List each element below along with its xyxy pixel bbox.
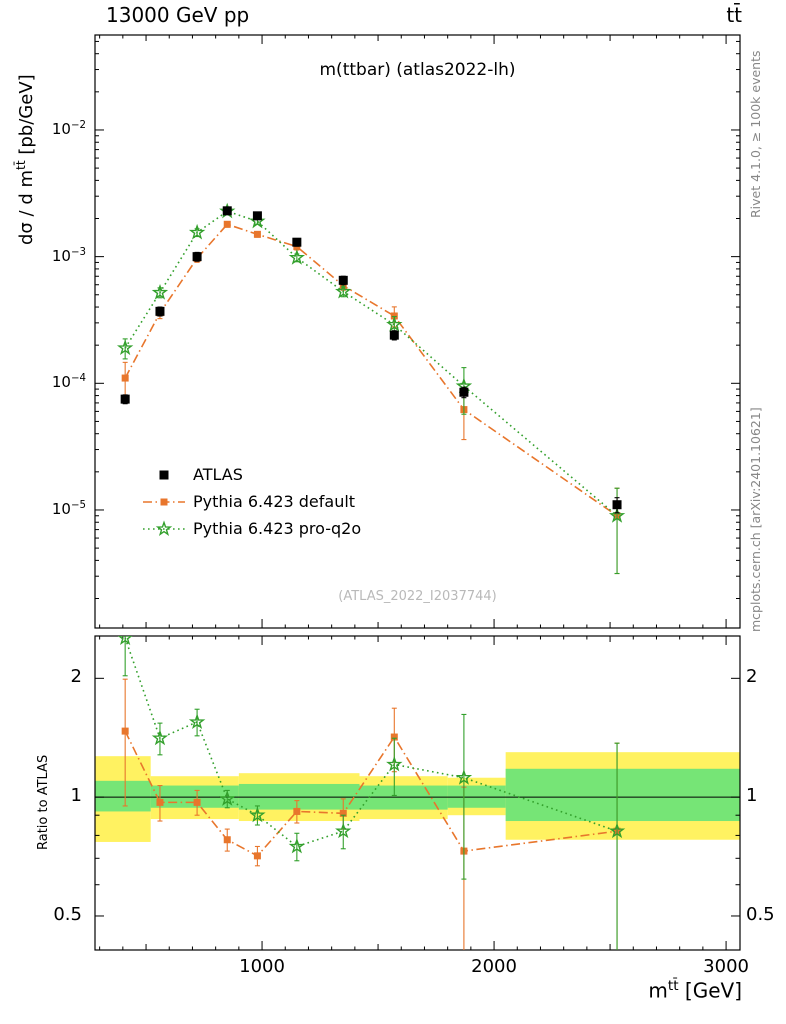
data-point — [288, 249, 306, 265]
data-point — [293, 807, 301, 815]
rivet-version-note: Rivet 4.1.0, ≥ 100k events — [748, 50, 763, 218]
data-point — [612, 500, 622, 510]
data-point — [386, 316, 403, 332]
data-point — [288, 837, 306, 854]
data-point — [386, 755, 403, 772]
data-point — [156, 798, 164, 806]
data-point — [159, 470, 169, 479]
ratio-tick-label-right: 0.5 — [746, 903, 775, 925]
data-point — [389, 330, 399, 340]
ratio-panel-frame — [94, 635, 741, 951]
ratio-tick-label-right: 2 — [746, 666, 758, 688]
x-axis-label-text: m — [648, 978, 668, 1003]
data-point — [339, 809, 347, 817]
data-point — [335, 822, 352, 839]
x-axis-label-sup: tt̄ — [667, 978, 679, 994]
legend: ATLAS Pythia 6.423 default Pythia 6.423 pr… — [141, 461, 361, 542]
legend-item: Pythia 6.423 default — [141, 488, 361, 515]
data-point — [455, 769, 473, 785]
data-point — [155, 306, 165, 316]
data-point — [338, 275, 348, 285]
legend-item: Pythia 6.423 pro-q2o — [141, 515, 361, 542]
legend-label: ATLAS — [193, 465, 243, 484]
y-axis-label-sup: tt̄ — [14, 160, 28, 170]
data-point — [155, 519, 173, 536]
data-point — [193, 798, 201, 806]
x-tick-label: 3000 — [703, 956, 749, 977]
beam-energy-label: 13000 GeV pp — [106, 3, 250, 27]
x-axis-label-unit: [GeV] — [678, 978, 742, 1003]
y-axis-label-unit: [pb/GeV] — [16, 74, 37, 161]
ratio-series — [117, 636, 626, 950]
data-point — [459, 387, 469, 397]
ratio-pythia-6-423-pro-q2o — [117, 636, 626, 950]
ratio-pythia-6-423-default — [121, 678, 621, 950]
data-point — [335, 282, 352, 299]
data-point — [223, 220, 231, 228]
main-panel-frame — [94, 34, 741, 629]
data-point — [219, 790, 236, 806]
data-point — [223, 836, 231, 844]
main-series — [116, 202, 626, 575]
ratio-tick-label-left: 0.5 — [53, 903, 82, 925]
data-point — [151, 729, 169, 746]
ratio-tick-label-left: 2 — [70, 666, 82, 688]
data-point — [121, 727, 129, 735]
y-axis-label: dσ / d mtt̄ [pb/GeV] — [14, 74, 37, 245]
data-point — [253, 852, 261, 860]
y-tick-label: 10−3 — [51, 246, 86, 265]
legend-marker-atlas — [159, 470, 169, 479]
data-point — [253, 230, 261, 238]
observable-title: m(ttbar) (atlas2022-lh) — [319, 60, 516, 80]
series-atlas — [120, 206, 622, 514]
y-tick-label: 10−5 — [51, 499, 86, 518]
data-point — [188, 713, 206, 730]
analysis-watermark: (ATLAS_2022_I2037744) — [338, 589, 497, 604]
band-inner — [505, 768, 740, 822]
x-tick-label: 1000 — [239, 956, 285, 977]
data-point — [249, 806, 266, 823]
x-tick-label: 2000 — [471, 956, 517, 977]
x-axis-label: mtt̄ [GeV] — [648, 978, 742, 1003]
legend-marker-pythia-6-423-default — [143, 498, 185, 505]
data-point — [249, 212, 266, 229]
legend-marker-pythia-6-423-pro-q2o — [143, 519, 185, 536]
data-point — [390, 312, 398, 320]
y-tick-label: 10−2 — [51, 119, 86, 138]
mcplots-reference-note: mcplots.cern.ch [arXiv:2401.10621] — [748, 407, 763, 632]
data-point — [292, 237, 302, 247]
data-point — [188, 223, 206, 240]
data-point — [390, 733, 398, 741]
ratio-tick-label-left: 1 — [70, 785, 82, 807]
y-axis-label-text: dσ / d m — [16, 169, 37, 245]
data-point — [160, 498, 168, 505]
ratio-tick-label-right: 1 — [746, 785, 758, 807]
legend-item: ATLAS — [141, 461, 361, 488]
data-point — [252, 211, 262, 221]
data-point — [116, 339, 134, 356]
data-point — [192, 252, 202, 262]
data-point — [120, 394, 130, 404]
data-point — [117, 636, 133, 646]
data-point — [608, 507, 626, 523]
data-point — [222, 206, 232, 216]
legend-label: Pythia 6.423 default — [193, 492, 356, 511]
band-inner — [95, 780, 151, 812]
data-point — [121, 374, 129, 382]
legend-label: Pythia 6.423 pro-q2o — [193, 519, 362, 538]
data-point — [151, 283, 169, 300]
data-point — [608, 822, 626, 839]
process-label: tt̄ — [726, 3, 742, 27]
y-tick-label: 10−4 — [51, 373, 86, 392]
